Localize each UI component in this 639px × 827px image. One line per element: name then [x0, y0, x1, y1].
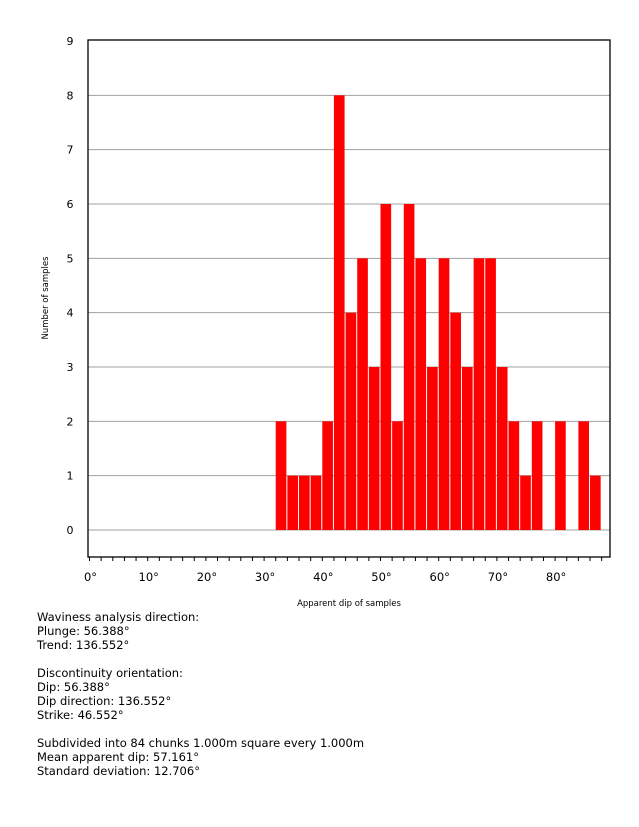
histogram-bar	[287, 475, 299, 530]
histogram-bar	[357, 258, 368, 530]
histogram-bar	[555, 421, 566, 530]
histogram-bar	[333, 95, 345, 530]
y-tick-label: 9	[67, 35, 74, 48]
x-tick-label: 40°	[313, 570, 333, 584]
y-tick-label: 7	[67, 144, 74, 157]
x-tick-label: 60°	[430, 570, 450, 584]
dip-value: Dip: 56.388°	[37, 680, 110, 694]
y-tick-label: 4	[67, 307, 74, 320]
histogram-bar	[380, 204, 392, 530]
y-tick-label: 2	[67, 415, 74, 428]
histogram-bar	[427, 367, 438, 530]
strike-value: Strike: 46.552°	[37, 708, 124, 722]
y-tick-label: 5	[67, 252, 74, 265]
x-tick-label: 30°	[255, 570, 275, 584]
histogram-bar	[531, 421, 543, 530]
y-tick-label: 1	[67, 470, 74, 483]
histogram-bar	[485, 258, 496, 530]
histogram-bar	[473, 258, 485, 530]
y-axis-title: Number of samples	[41, 256, 51, 340]
histogram-bar	[310, 475, 322, 530]
x-tick-label: 20°	[197, 570, 217, 584]
std-dev-value: Standard deviation: 12.706°	[37, 764, 200, 778]
histogram-bar	[496, 367, 508, 530]
histogram-bar	[450, 312, 461, 530]
y-tick-label: 3	[67, 361, 74, 374]
histogram-bar	[299, 475, 310, 530]
histogram-bar	[415, 258, 427, 530]
x-tick-label: 10°	[139, 570, 159, 584]
histogram-bar	[508, 421, 520, 530]
y-tick-label: 0	[67, 524, 74, 537]
dip-direction-value: Dip direction: 136.552°	[37, 694, 172, 708]
histogram-bar	[403, 204, 415, 530]
histogram-bar	[520, 475, 531, 530]
analysis-summary: Waviness analysis direction: Plunge: 56.…	[37, 610, 364, 778]
subdivision-text: Subdivided into 84 chunks 1.000m square …	[37, 736, 365, 750]
x-tick-label: 70°	[488, 570, 508, 584]
histogram-bar	[368, 367, 380, 530]
x-tick-label: 80°	[546, 570, 566, 584]
histogram-bar	[392, 421, 403, 530]
histogram-bar	[275, 421, 287, 530]
y-tick-label: 6	[67, 198, 74, 211]
plot-frame	[87, 39, 611, 558]
histogram-bar	[578, 421, 590, 530]
x-axis-title: Apparent dip of samples	[297, 599, 401, 609]
x-tick-label: 50°	[371, 570, 391, 584]
histogram-bar	[438, 258, 450, 530]
histogram-bar	[345, 312, 357, 530]
waviness-heading: Waviness analysis direction:	[37, 610, 200, 624]
x-tick-label: 0°	[84, 570, 97, 584]
plunge-value: Plunge: 56.388°	[37, 624, 130, 638]
apparent-dip-histogram: 0 1 2 3 4 5 6 7 8 9 0° 10° 20° 30° 40° 50° 60° 70° 80° Appa…	[41, 35, 611, 609]
discontinuity-heading: Discontinuity orientation:	[37, 666, 183, 680]
histogram-bar	[461, 367, 473, 530]
histogram-bar	[590, 475, 601, 530]
trend-value: Trend: 136.552°	[37, 638, 130, 652]
mean-dip-value: Mean apparent dip: 57.161°	[37, 750, 199, 764]
y-tick-label: 8	[67, 89, 74, 102]
histogram-bar	[322, 421, 333, 530]
